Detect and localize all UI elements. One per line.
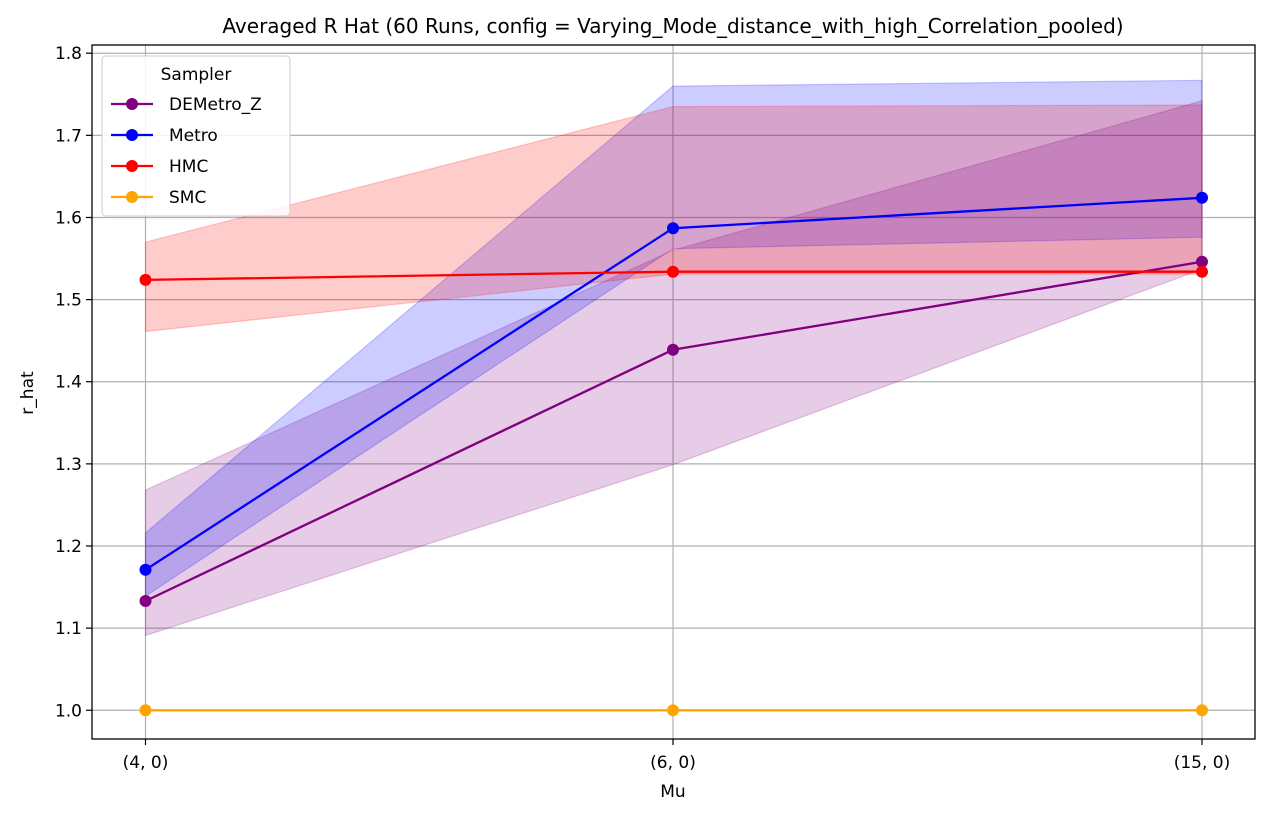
y-tick-label: 1.5 [55, 291, 82, 311]
point-smc [139, 704, 152, 717]
legend-label-metro: Metro [169, 126, 218, 146]
grid [92, 45, 1255, 739]
series-lines [139, 191, 1208, 717]
x-tick-label: (4, 0) [123, 753, 169, 773]
legend-box [101, 55, 291, 217]
legend-marker-smc [126, 191, 138, 203]
x-axis: (4, 0) (6, 0) (15, 0) [123, 739, 1231, 773]
x-tick-label: (6, 0) [650, 753, 696, 773]
y-axis: 1.0 1.1 1.2 1.3 1.4 1.5 1.6 1.7 1.8 [55, 44, 92, 721]
point-hmc [667, 265, 679, 278]
point-demetro-z [139, 595, 152, 607]
legend: Sampler DEMetro_Z Metro HMC SMC [101, 55, 291, 217]
point-metro [1196, 191, 1208, 204]
y-tick-label: 1.2 [55, 537, 82, 557]
point-smc [667, 704, 679, 717]
y-tick-label: 1.7 [55, 126, 82, 146]
legend-marker-hmc [126, 160, 138, 172]
x-tick-label: (15, 0) [1174, 753, 1231, 773]
point-metro [667, 222, 679, 235]
chart-title: Averaged R Hat (60 Runs, config = Varyin… [222, 14, 1123, 38]
point-hmc [1196, 265, 1208, 278]
point-hmc [139, 273, 152, 286]
y-tick-label: 1.8 [55, 44, 82, 64]
legend-marker-demetro-z [126, 98, 138, 110]
y-tick-label: 1.3 [55, 455, 82, 475]
point-metro [139, 563, 152, 576]
point-smc [1196, 704, 1208, 717]
legend-label-smc: SMC [169, 188, 206, 208]
y-tick-label: 1.0 [55, 701, 82, 721]
point-demetro-z [667, 343, 679, 356]
y-tick-label: 1.4 [55, 373, 82, 393]
legend-title: Sampler [161, 65, 232, 85]
y-tick-label: 1.1 [55, 619, 82, 639]
legend-marker-metro [126, 129, 138, 141]
y-axis-label: r_hat [18, 371, 38, 415]
point-demetro-z [1196, 255, 1208, 268]
y-tick-label: 1.6 [55, 208, 82, 228]
legend-label-demetro-z: DEMetro_Z [169, 95, 262, 115]
x-axis-label: Mu [660, 782, 685, 802]
legend-label-hmc: HMC [169, 157, 208, 177]
